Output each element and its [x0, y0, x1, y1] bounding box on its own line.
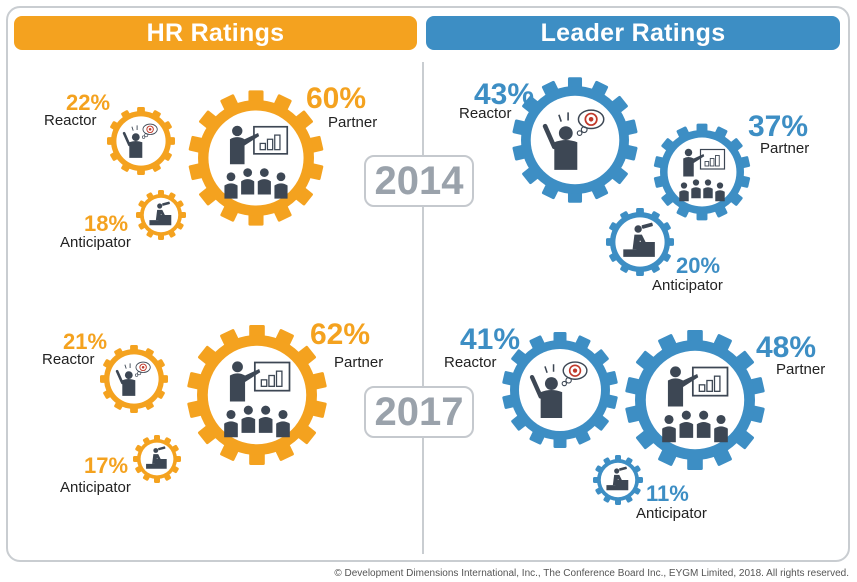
- hr-2017-reactor-gear: [100, 345, 168, 413]
- copyright-footer: © Development Dimensions International, …: [334, 568, 849, 579]
- leader-ratings-header: Leader Ratings: [426, 16, 840, 50]
- leader-2017-partner-gear: [625, 330, 765, 470]
- partner-figure: [224, 125, 289, 199]
- hr-ratings-header: HR Ratings: [14, 16, 417, 50]
- hr-2017-partner-pct: 62%: [310, 318, 371, 351]
- reactor-figure: [542, 109, 605, 170]
- hr-2014-reactor-label: Reactor: [44, 112, 97, 129]
- leader-2014-partner-pct: 37%: [748, 110, 809, 143]
- leader-2014-anticipator-pct: 20%: [676, 253, 721, 278]
- anticipator-figure: [146, 446, 167, 469]
- leader-2017-reactor-label: Reactor: [444, 354, 497, 371]
- leader-2017-anticipator-label: Anticipator: [636, 505, 707, 522]
- leader-2014-reactor-pct: 43%: [474, 78, 535, 111]
- leader-2017-partner-label: Partner: [776, 361, 826, 378]
- leader-2017-partner-pct: 48%: [756, 331, 817, 364]
- partner-figure: [662, 366, 729, 443]
- center-divider: [422, 62, 424, 554]
- year-2014-badge: 2014: [364, 155, 474, 207]
- hr-2017-anticipator-label: Anticipator: [60, 479, 131, 496]
- anticipator-figure: [606, 466, 629, 491]
- reactor-figure: [115, 361, 151, 396]
- reactor-figure: [529, 361, 588, 418]
- hr-2017-reactor-label: Reactor: [42, 351, 95, 368]
- hr-2014-anticipator-pct: 18%: [84, 211, 129, 236]
- hr-2014-anticipator-label: Anticipator: [60, 234, 131, 251]
- partner-figure: [679, 148, 726, 202]
- leader-2017-reactor-pct: 41%: [460, 323, 521, 356]
- reactor-figure: [122, 123, 158, 158]
- leader-2014-partner-gear: [653, 123, 751, 221]
- leader-2014-anticipator-label: Anticipator: [652, 277, 723, 294]
- hr-2014-partner-pct: 60%: [306, 82, 367, 115]
- hr-2017-partner-label: Partner: [334, 354, 384, 371]
- hr-2017-partner-gear: [187, 325, 327, 465]
- partner-figure: [224, 361, 291, 438]
- year-2017-badge: 2017: [364, 386, 474, 438]
- hr-2017-anticipator-pct: 17%: [84, 453, 129, 478]
- hr-2014-reactor-pct: 22%: [66, 90, 111, 115]
- leader-2017-anticipator-pct: 11%: [646, 481, 689, 506]
- hr-2014-partner-gear: [188, 90, 324, 226]
- anticipator-figure: [149, 201, 172, 226]
- hr-2017-reactor-pct: 21%: [63, 329, 108, 354]
- leader-2014-reactor-label: Reactor: [459, 105, 512, 122]
- anticipator-figure: [623, 222, 655, 257]
- hr-2014-reactor-gear: [107, 107, 175, 175]
- hr-2014-partner-label: Partner: [328, 114, 378, 131]
- leader-2014-partner-label: Partner: [760, 140, 810, 157]
